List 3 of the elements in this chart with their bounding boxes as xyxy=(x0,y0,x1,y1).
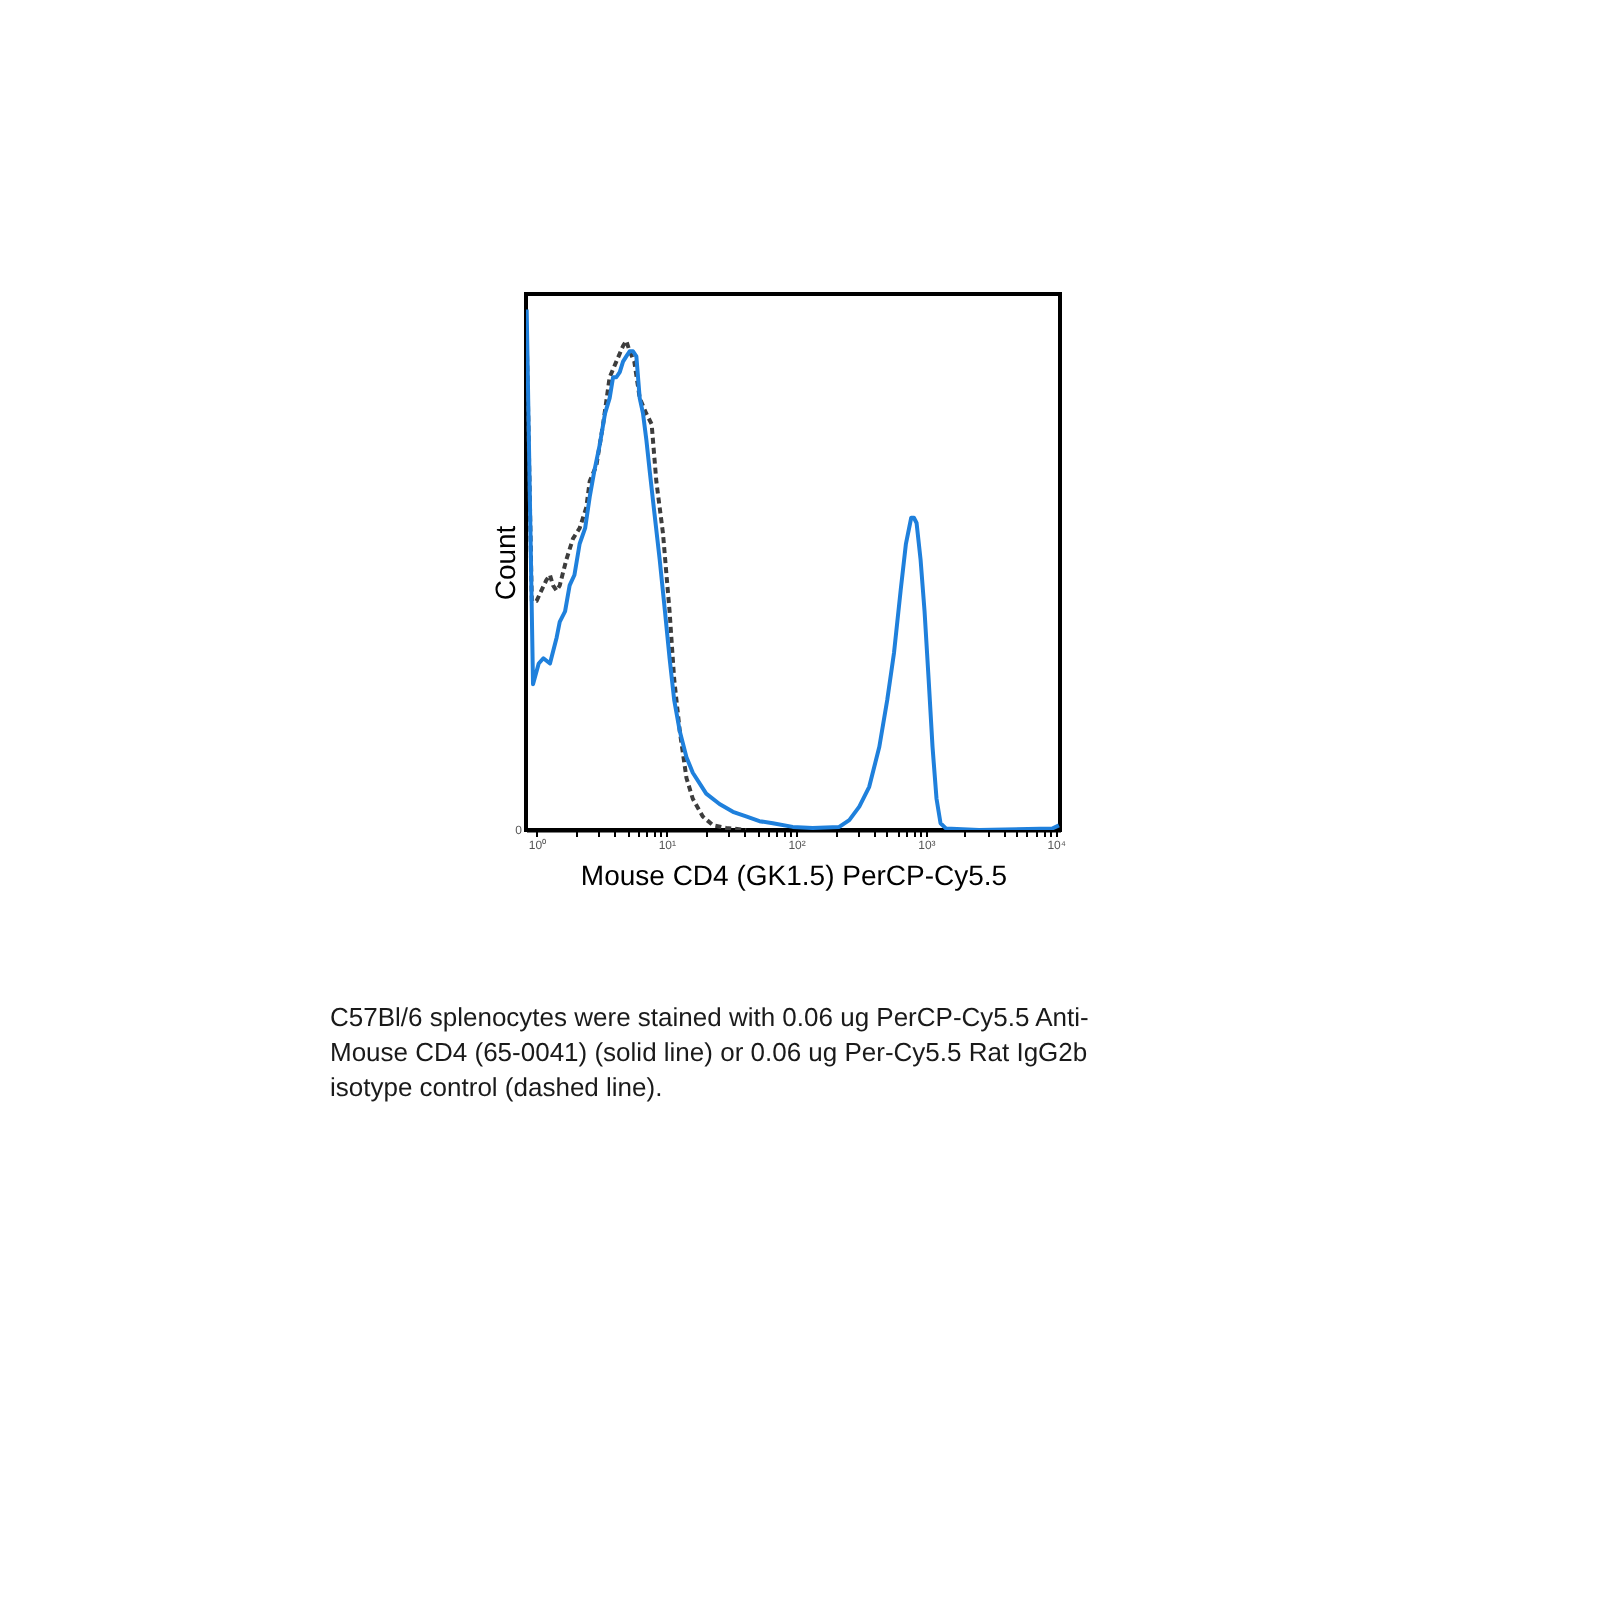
x-axis-title: Mouse CD4 (GK1.5) PerCP-Cy5.5 xyxy=(580,859,1008,891)
text: C57Bl/6 splenocytes were stained with 0.06 ug PerCP-Cy5.5 Anti- Mouse CD4 (65-0041) (solid line) or 0.06 ug Per-Cy5.5 Rat IgG2b isotype control (dashed line). xyxy=(330,1002,1089,1102)
y-axis-title: Count xyxy=(489,525,521,601)
